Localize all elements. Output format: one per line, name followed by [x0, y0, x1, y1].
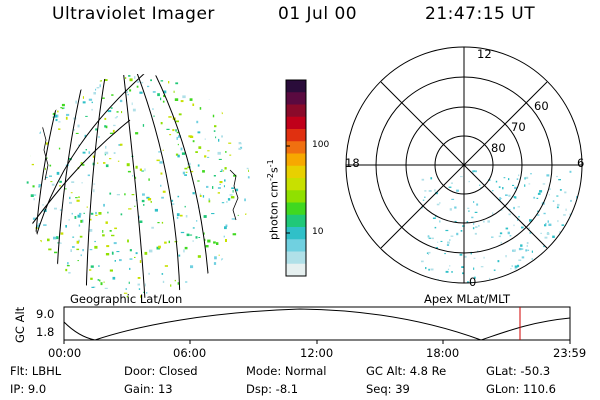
door-info: Door: Closed	[124, 364, 198, 378]
geographic-label: Geographic Lat/Lon	[70, 292, 183, 306]
colorbar-tick-10: 10	[312, 227, 324, 237]
gc-alt-axis-label: GC Alt	[13, 306, 27, 343]
apex-label: Apex MLat/MLT	[424, 292, 511, 306]
xtick-1200: 12:00	[300, 346, 334, 360]
ytick-9: 9.0	[36, 307, 55, 321]
mlt-label-6: 6	[577, 156, 585, 170]
glon-info: GLon: 110.6	[486, 382, 556, 396]
date-label: 01 Jul 00	[278, 4, 358, 24]
mode-info: Mode: Normal	[246, 364, 327, 378]
mlt-label-12: 12	[477, 47, 492, 61]
polar-plot	[345, 46, 583, 284]
ytick-1-8: 1.8	[36, 325, 55, 339]
polar-emission-pixels	[421, 170, 582, 283]
xtick-0000: 00:00	[48, 346, 82, 360]
mlt-label-18: 18	[345, 156, 360, 170]
altitude-timeline	[63, 306, 571, 344]
gain-info: Gain: 13	[124, 382, 173, 396]
gc-alt-info: GC Alt: 4.8 Re	[366, 364, 447, 378]
time-label: 21:47:15 UT	[425, 4, 536, 24]
glat-info: GLat: -50.3	[486, 364, 551, 378]
instrument-title: Ultraviolet Imager	[52, 4, 215, 24]
dsp-info: Dsp: -8.1	[246, 382, 299, 396]
xtick-1800: 18:00	[426, 346, 460, 360]
colorbar-unit: photon cm-2s-1	[266, 159, 281, 240]
mlat-label-70: 70	[511, 120, 526, 134]
colorbar-tick-100: 100	[312, 140, 330, 150]
geographic-image	[26, 74, 250, 298]
polar-grid	[345, 46, 583, 284]
seq-info: Seq: 39	[366, 382, 410, 396]
colorbar	[285, 79, 307, 277]
mlat-label-80: 80	[491, 141, 506, 155]
xtick-0600: 06:00	[173, 346, 207, 360]
filter-info: Flt: LBHL	[10, 364, 62, 378]
mlat-label-60: 60	[534, 99, 549, 113]
mlt-label-0: 0	[469, 275, 477, 289]
xtick-2359: 23:59	[553, 346, 587, 360]
ip-info: IP: 9.0	[10, 382, 47, 396]
